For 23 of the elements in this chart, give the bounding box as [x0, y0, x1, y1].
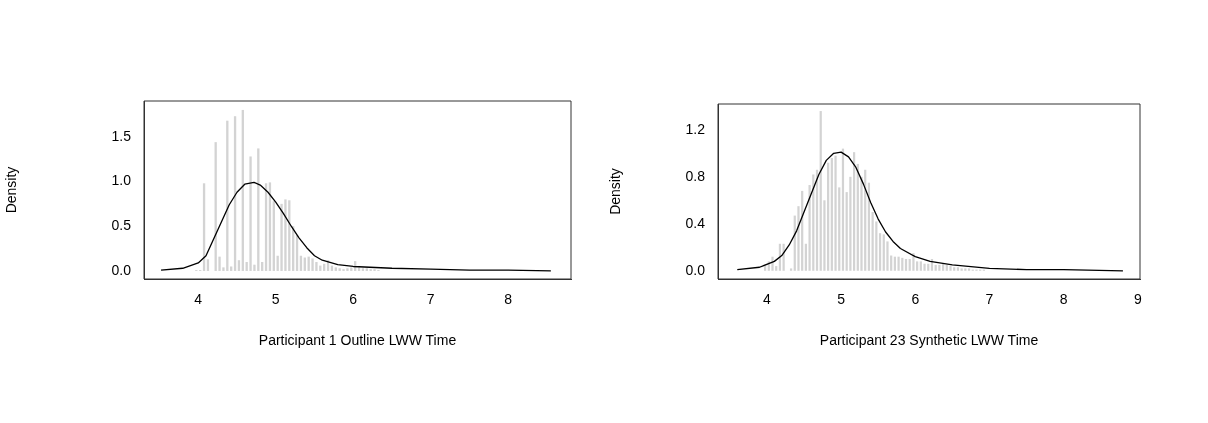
- x-tick-label: 5: [837, 291, 846, 308]
- y-axis-title: Density: [3, 166, 20, 214]
- y-tick-label: 0.4: [685, 214, 706, 231]
- x-tick-label: 8: [504, 291, 513, 308]
- y-tick-label: 0.5: [111, 217, 132, 234]
- x-axis-title: Participant 1 Outline LWW Time: [258, 332, 457, 349]
- x-tick-label: 5: [271, 291, 280, 308]
- y-tick-label: 1.2: [685, 120, 706, 137]
- x-tick-label: 4: [194, 291, 203, 308]
- y-tick-label: 1.5: [111, 127, 132, 144]
- x-tick-label: 7: [985, 291, 994, 308]
- x-tick-label: 8: [1059, 291, 1068, 308]
- x-axis-title: Participant 23 Synthetic LWW Time: [819, 332, 1039, 349]
- y-axis-title: Density: [607, 168, 624, 215]
- x-tick-label: 7: [426, 291, 435, 308]
- y-tick-label: 0.0: [685, 261, 706, 278]
- x-tick-label: 6: [911, 291, 920, 308]
- x-tick-label: 4: [763, 291, 772, 308]
- x-tick-label: 6: [349, 291, 358, 308]
- x-tick-label: 9: [1133, 291, 1142, 308]
- y-tick-label: 0.8: [685, 167, 706, 184]
- y-tick-label: 0.0: [111, 261, 132, 278]
- y-tick-label: 1.0: [111, 172, 132, 189]
